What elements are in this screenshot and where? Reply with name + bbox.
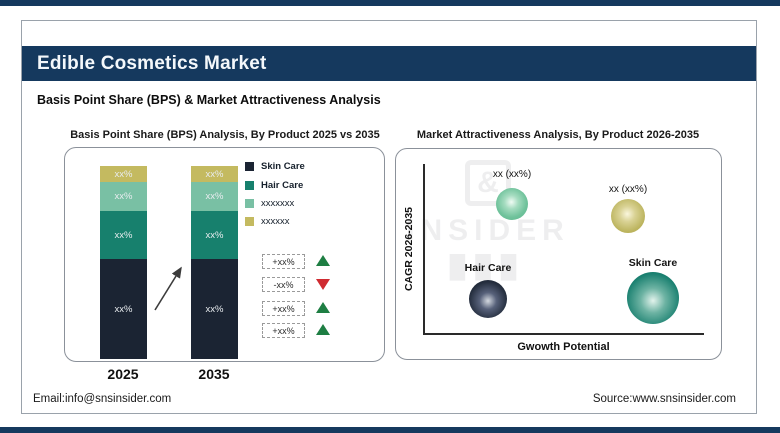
triangle-up-icon (316, 302, 330, 313)
bubble-label-skin-care: Skin Care (628, 257, 678, 269)
bar-2035-segment-olive: xx% (191, 166, 238, 182)
legend-label: Skin Care (261, 161, 305, 172)
report-subtitle: Basis Point Share (BPS) & Market Attract… (37, 93, 381, 107)
bubble-skin-care (627, 272, 679, 324)
y-axis-line (423, 164, 425, 335)
legend-swatch-skin-care (245, 162, 254, 171)
bar-2025-segment-haircare: xx% (100, 211, 147, 259)
bar-2025-segment-skincare: xx% (100, 259, 147, 359)
x-axis-label: Gwowth Potential (517, 341, 610, 353)
triangle-up-icon (316, 324, 330, 335)
bubble-olive (611, 199, 645, 233)
y-axis-label: CAGR 2026-2035 (403, 206, 415, 292)
ma-chart-title: Market Attractiveness Analysis, By Produ… (416, 129, 700, 141)
legend-item-seafoam: xxxxxxx (245, 198, 294, 209)
legend-label: xxxxxx (261, 216, 290, 227)
footer-source: Source:www.snsinsider.com (592, 393, 736, 405)
change-badge-2: -xx% (262, 277, 305, 292)
bar-2035-segment-seafoam: xx% (191, 182, 238, 211)
legend-label: xxxxxxx (261, 198, 295, 209)
category-label-2035: 2035 (198, 366, 230, 382)
report-title-banner: Edible Cosmetics Market (22, 46, 756, 81)
legend-swatch-seafoam (245, 199, 254, 208)
legend-item-hair-care: Hair Care (245, 180, 303, 191)
bottom-accent-bar (0, 427, 780, 433)
legend-label: Hair Care (261, 180, 304, 191)
change-badge-1: +xx% (262, 254, 305, 269)
legend-item-olive: xxxxxx (245, 216, 290, 227)
stacked-bar-2025: xx% xx% xx% xx% (100, 166, 147, 359)
change-badge-4: +xx% (262, 323, 305, 338)
bar-2025-segment-seafoam: xx% (100, 182, 147, 211)
footer-email: Email:info@snsinsider.com (33, 393, 172, 405)
bubble-label-hair-care: Hair Care (464, 262, 512, 274)
bar-2035-segment-haircare: xx% (191, 211, 238, 259)
stacked-bar-2035: xx% xx% xx% xx% (191, 166, 238, 359)
bubble-label-seafoam: xx (xx%) (492, 169, 532, 180)
category-label-2025: 2025 (107, 366, 139, 382)
legend-item-skin-care: Skin Care (245, 161, 305, 172)
ma-chart-panel: CAGR 2026-2035 Gwowth Potential xx (xx%)… (395, 148, 722, 360)
bubble-label-olive: xx (xx%) (608, 184, 648, 195)
bps-chart-panel: xx% xx% xx% xx% xx% xx% xx% xx% Skin Car… (64, 147, 385, 362)
bar-2025-segment-olive: xx% (100, 166, 147, 182)
top-accent-bar (0, 0, 780, 6)
bar-2035-segment-skincare: xx% (191, 259, 238, 359)
bps-chart-title: Basis Point Share (BPS) Analysis, By Pro… (70, 129, 380, 141)
report-title: Edible Cosmetics Market (37, 52, 267, 74)
triangle-up-icon (316, 255, 330, 266)
bubble-seafoam (496, 188, 528, 220)
bubble-hair-care (469, 280, 507, 318)
triangle-down-icon (316, 279, 330, 290)
legend-swatch-olive (245, 217, 254, 226)
change-badge-3: +xx% (262, 301, 305, 316)
legend-swatch-hair-care (245, 181, 254, 190)
x-axis-line (423, 333, 704, 335)
